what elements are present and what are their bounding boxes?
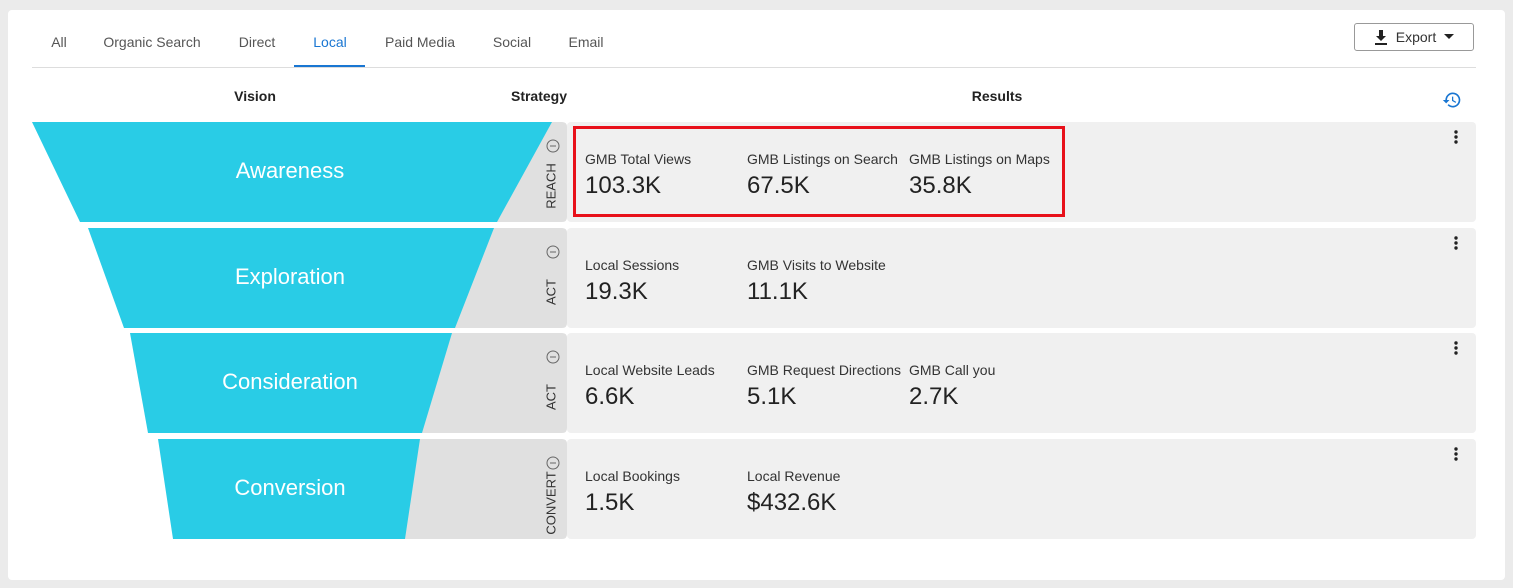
tab[interactable]: Direct <box>238 34 276 50</box>
results-panel: Local Sessions 19.3K GMB Visits to Website… <box>567 228 1476 328</box>
funnel-stage <box>130 333 452 433</box>
metric-value: 5.1K <box>747 383 797 410</box>
metric-label: GMB Total Views <box>585 151 692 167</box>
tab[interactable]: Organic Search <box>103 34 201 50</box>
card: Export All Organic Search Direct Local Paid … <box>8 10 1505 580</box>
metric-label: GMB Listings on Search <box>747 151 898 167</box>
row-menu[interactable] <box>1454 447 1458 461</box>
funnel: Awareness REACH Exploration ACT Consideratio… <box>32 122 567 539</box>
stage-label: Conversion <box>234 475 345 500</box>
metric-label: Local Bookings <box>585 468 680 484</box>
results-panel: GMB Total Views 103.3K GMB Listings on Sea… <box>567 122 1476 222</box>
history-icon[interactable] <box>1442 90 1462 110</box>
metric-value: 1.5K <box>585 489 635 516</box>
results-panel: Local Bookings 1.5K Local Revenue $432.6K <box>567 439 1476 539</box>
tab-divider <box>32 67 1476 68</box>
metric-value: 35.8K <box>909 172 972 199</box>
column-header: Vision <box>234 88 276 104</box>
row-menu[interactable] <box>1454 130 1458 144</box>
tab[interactable]: All <box>51 34 67 50</box>
funnel-stage <box>88 228 494 328</box>
metric-value: $432.6K <box>747 489 837 516</box>
metric-value: 67.5K <box>747 172 810 199</box>
stage-label: Awareness <box>236 158 344 183</box>
dropdown-caret <box>1444 34 1455 39</box>
strategy-band <box>412 333 567 433</box>
metric-value: 11.1K <box>747 278 808 305</box>
metric-value: 2.7K <box>909 383 959 410</box>
column-header: Results <box>971 88 1023 104</box>
highlight-box <box>573 126 1065 217</box>
collapse-icon <box>546 456 560 470</box>
stage-label: Consideration <box>222 369 358 394</box>
results-panel: Local Website Leads 6.6K GMB Request Direc… <box>567 333 1476 433</box>
funnel-stage <box>158 439 420 539</box>
metric-label: Local Revenue <box>747 468 841 484</box>
export-label: Export <box>1395 29 1437 45</box>
funnel-stage <box>32 122 552 222</box>
metric-label: GMB Call you <box>909 362 996 378</box>
metric-label: GMB Visits to Website <box>747 257 886 273</box>
collapse-icon <box>546 350 560 364</box>
metric-value: 103.3K <box>585 172 662 199</box>
tab[interactable]: Email <box>568 34 604 50</box>
strategy-label: CONVERT <box>543 471 558 534</box>
download-icon <box>1374 30 1387 45</box>
tab[interactable]: Paid Media <box>384 34 456 50</box>
collapse-icon <box>546 245 560 259</box>
strategy-label: ACT <box>543 279 558 305</box>
strategy-label: ACT <box>543 384 558 410</box>
metric-label: Local Sessions <box>585 257 680 273</box>
row-menu[interactable] <box>1454 236 1458 250</box>
collapse-icon <box>546 139 560 153</box>
active-tab-indicator <box>294 65 365 67</box>
metric-value: 6.6K <box>585 383 635 410</box>
metric-label: GMB Listings on Maps <box>909 151 1050 167</box>
metric-label: GMB Request Directions <box>747 362 902 378</box>
metric-label: Local Website Leads <box>585 362 715 378</box>
strategy-label: REACH <box>543 163 558 209</box>
column-header: Strategy <box>510 88 568 104</box>
stage-label: Exploration <box>235 264 345 289</box>
metric-value: 19.3K <box>585 278 648 305</box>
tab[interactable]: Social <box>492 34 532 50</box>
tab[interactable]: Local <box>313 34 347 50</box>
row-menu[interactable] <box>1454 341 1458 355</box>
export-button[interactable]: Export <box>1354 23 1474 51</box>
strategy-band <box>395 439 567 539</box>
